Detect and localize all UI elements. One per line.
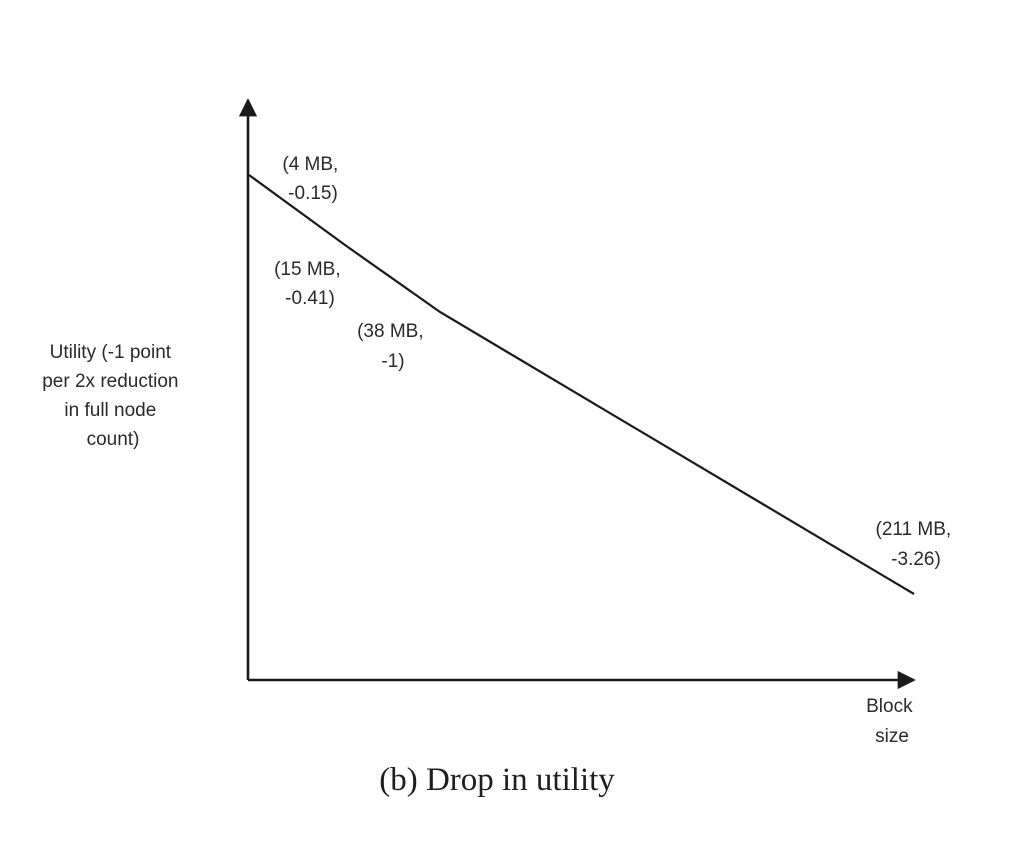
annotation-point-4mb: (4 MB, -0.15) — [282, 154, 343, 204]
annotation-point-15mb: (15 MB, -0.41) — [274, 259, 346, 309]
annotation-line: -1) — [381, 351, 404, 372]
y-axis-label-line: per 2x reduction — [42, 371, 178, 392]
annotation-line: (15 MB, — [274, 259, 341, 280]
y-axis-label-line: in full node — [64, 400, 156, 421]
annotation-line: (211 MB, — [876, 519, 952, 540]
annotation-point-38mb: (38 MB, -1) — [357, 321, 429, 372]
x-axis-label: Block size — [866, 696, 918, 747]
annotation-line: (4 MB, — [282, 154, 338, 175]
annotation-line: -0.41) — [285, 288, 335, 309]
figure-caption: (b) Drop in utility — [379, 762, 615, 798]
annotation-point-211mb: (211 MB, -3.26) — [876, 519, 957, 570]
annotation-line: -0.15) — [288, 183, 338, 204]
y-axis-label: Utility (-1 point per 2x reduction in fu… — [42, 342, 184, 450]
annotation-line: (38 MB, — [357, 321, 424, 342]
y-axis-label-line: Utility (-1 point — [50, 342, 172, 363]
x-axis-label-line: size — [875, 726, 909, 747]
x-axis-label-line: Block — [866, 696, 913, 717]
annotation-line: -3.26) — [891, 549, 941, 570]
y-axis-label-line: count) — [87, 429, 140, 450]
series-line-utility — [249, 175, 914, 594]
